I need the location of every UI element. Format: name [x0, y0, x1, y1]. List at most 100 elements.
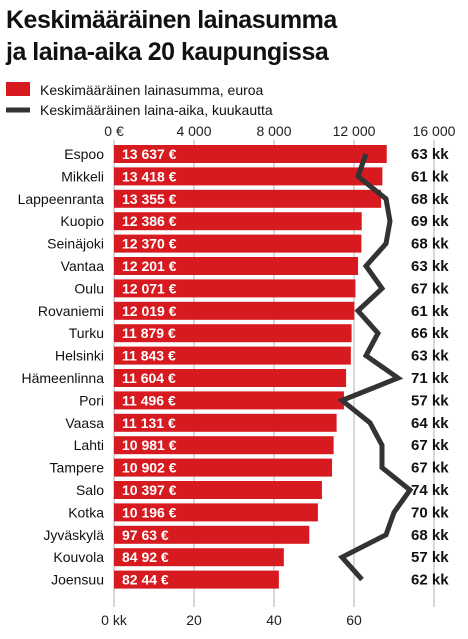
bottom-tick-label: 0 kk: [101, 612, 128, 628]
duration-label: 74 kk: [411, 482, 449, 499]
bar: [114, 167, 383, 186]
category-label: Espoo: [64, 146, 104, 162]
category-label: Lahti: [74, 437, 104, 453]
duration-label: 69 kk: [411, 213, 449, 230]
top-axis-ticks: 0 € 4 000 8 000 12 000 16 000: [104, 123, 455, 139]
duration-label: 66 kk: [411, 325, 449, 342]
bar-value-label: 11 843 €: [122, 348, 176, 364]
bars: 13 637 € 13 418 € 13 355 € 12 386 € 12 370 €…: [114, 145, 387, 589]
category-label: Lappeenranta: [18, 191, 105, 207]
chart-title-line-2: ja laina-aika 20 kaupungissa: [5, 38, 330, 66]
bar: [114, 525, 310, 544]
category-label: Tampere: [50, 460, 105, 476]
bar-value-label: 11 604 €: [122, 370, 176, 386]
bar-value-label: 10 196 €: [122, 504, 177, 520]
duration-label: 63 kk: [411, 146, 449, 163]
bar-value-label: 84 92 €: [122, 549, 169, 565]
top-tick-label: 0 €: [104, 123, 124, 139]
bar: [114, 301, 355, 320]
category-label: Mikkeli: [61, 168, 104, 184]
bar: [114, 145, 387, 163]
duration-label: 63 kk: [411, 258, 449, 275]
category-label: Kouvola: [53, 549, 104, 565]
category-label: Hämeenlinna: [22, 370, 105, 386]
bar: [114, 503, 318, 522]
category-label: Kotka: [68, 504, 104, 520]
bar-value-label: 12 019 €: [122, 303, 177, 319]
duration-label: 61 kk: [411, 303, 449, 320]
bar-value-label: 12 201 €: [122, 258, 177, 274]
bar: [114, 324, 352, 343]
duration-label: 57 kk: [411, 549, 449, 566]
category-label: Turku: [69, 325, 104, 341]
bar-value-label: 12 071 €: [122, 280, 177, 296]
duration-label: 70 kk: [411, 504, 449, 521]
bar-value-label: 10 981 €: [122, 437, 177, 453]
bar-value-label: 11 131 €: [122, 415, 176, 431]
duration-label: 62 kk: [411, 572, 449, 589]
bottom-tick-label: 60: [346, 612, 362, 628]
duration-label: 67 kk: [411, 280, 449, 297]
bar: [114, 212, 362, 231]
bar: [114, 413, 337, 432]
bar: [114, 436, 334, 455]
duration-label: 68 kk: [411, 191, 449, 208]
legend-line-label: Keskimääräinen laina-aika, kuukautta: [40, 102, 273, 118]
bar-value-label: 97 63 €: [122, 527, 169, 543]
duration-label: 61 kk: [411, 168, 449, 185]
bar-value-label: 13 355 €: [122, 191, 177, 207]
top-tick-label: 8 000: [256, 123, 291, 139]
bar-value-label: 13 637 €: [122, 146, 177, 162]
bar-value-label: 11 879 €: [122, 325, 176, 341]
category-label: Jyväskylä: [43, 527, 104, 543]
bar: [114, 279, 356, 298]
bar-value-label: 10 902 €: [122, 460, 177, 476]
bar: [114, 189, 382, 208]
category-label: Kuopio: [60, 213, 104, 229]
bar-value-label: 13 418 €: [122, 168, 177, 184]
duration-label: 63 kk: [411, 348, 449, 365]
category-label: Vantaa: [61, 258, 105, 274]
category-label: Vaasa: [65, 415, 104, 431]
bar: [114, 346, 351, 365]
duration-label: 64 kk: [411, 415, 449, 432]
top-tick-label: 16 000: [413, 123, 456, 139]
bottom-axis-ticks: 0 kk 20 40 60: [101, 612, 362, 628]
duration-label: 68 kk: [411, 236, 449, 253]
bar: [114, 234, 362, 253]
bar: [114, 570, 279, 589]
category-label: Joensuu: [51, 572, 104, 588]
bar: [114, 548, 284, 567]
bar: [114, 369, 347, 387]
duration-label: 57 kk: [411, 392, 449, 409]
category-label: Pori: [79, 392, 104, 408]
duration-label: 68 kk: [411, 527, 449, 544]
bar: [114, 391, 344, 410]
category-labels: Espoo Mikkeli Lappeenranta Kuopio Seinäjoki V…: [18, 146, 105, 588]
bar: [114, 481, 322, 499]
bottom-tick-label: 20: [186, 612, 202, 628]
category-label: Salo: [76, 482, 104, 498]
bar-value-label: 12 386 €: [122, 213, 177, 229]
category-label: Rovaniemi: [38, 303, 104, 319]
category-label: Oulu: [74, 280, 104, 296]
top-tick-label: 12 000: [333, 123, 376, 139]
bar: [114, 257, 359, 275]
bar-value-label: 82 44 €: [122, 572, 169, 588]
bar: [114, 458, 333, 477]
duration-series-line: [337, 153, 414, 582]
duration-label: 67 kk: [411, 460, 449, 477]
duration-label: 71 kk: [411, 370, 449, 387]
duration-labels: 63 kk 61 kk 68 kk 69 kk 68 kk 63 kk 67 kk 61 kk…: [411, 146, 449, 589]
legend-bar-swatch: [6, 82, 30, 96]
bar-value-label: 11 496 €: [122, 392, 176, 408]
category-label: Helsinki: [55, 348, 104, 364]
duration-label: 67 kk: [411, 437, 449, 454]
bar-value-label: 12 370 €: [122, 236, 177, 252]
legend: Keskimääräinen lainasumma, euroa Keskimä…: [6, 82, 273, 118]
category-label: Seinäjoki: [47, 236, 104, 252]
bottom-tick-label: 40: [266, 612, 282, 628]
duration-line: [337, 153, 414, 582]
bar-value-label: 10 397 €: [122, 482, 177, 498]
